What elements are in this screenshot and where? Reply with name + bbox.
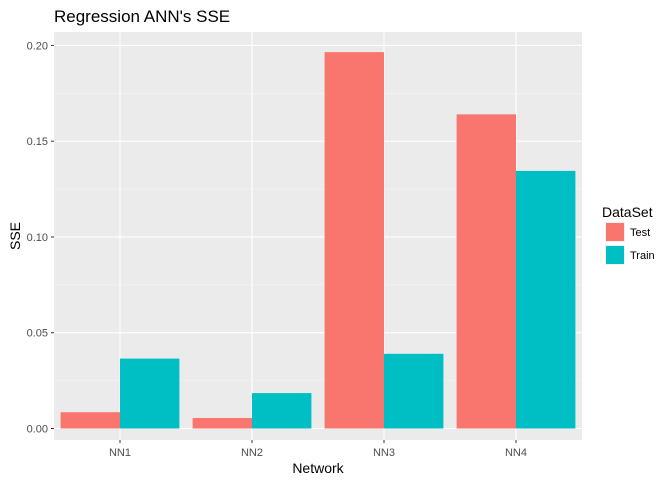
y-axis: 0.00 0.05 0.10 0.15 0.20 <box>27 40 54 436</box>
x-tick-label: NN3 <box>373 447 395 459</box>
legend: DataSet Test Train <box>602 204 655 265</box>
legend-label-test: Test <box>630 227 650 239</box>
bar-train-nn2 <box>252 393 312 429</box>
y-tick-label: 0.00 <box>27 424 48 436</box>
bar-train-nn1 <box>120 358 180 429</box>
x-axis: NN1 NN2 NN3 NN4 <box>109 440 527 459</box>
y-tick-label: 0.20 <box>27 40 48 52</box>
y-tick-label: 0.05 <box>27 328 48 340</box>
legend-label-train: Train <box>630 250 655 262</box>
legend-key-test <box>606 223 624 241</box>
legend-key-train <box>606 246 624 264</box>
x-tick-label: NN1 <box>109 447 131 459</box>
legend-title: DataSet <box>602 204 653 220</box>
bar-test-nn2 <box>192 417 252 429</box>
bars <box>60 52 576 429</box>
bar-test-nn1 <box>60 412 120 429</box>
bar-train-nn4 <box>516 170 576 429</box>
x-tick-label: NN4 <box>505 447 527 459</box>
x-tick-label: NN2 <box>241 447 263 459</box>
bar-test-nn3 <box>324 52 384 429</box>
bar-train-nn3 <box>384 353 444 429</box>
y-tick-label: 0.15 <box>27 136 48 148</box>
y-axis-label: SSE <box>7 222 23 250</box>
bar-test-nn4 <box>456 114 516 429</box>
chart-title: Regression ANN's SSE <box>54 7 230 26</box>
x-axis-label: Network <box>292 460 344 476</box>
y-tick-label: 0.10 <box>27 232 48 244</box>
